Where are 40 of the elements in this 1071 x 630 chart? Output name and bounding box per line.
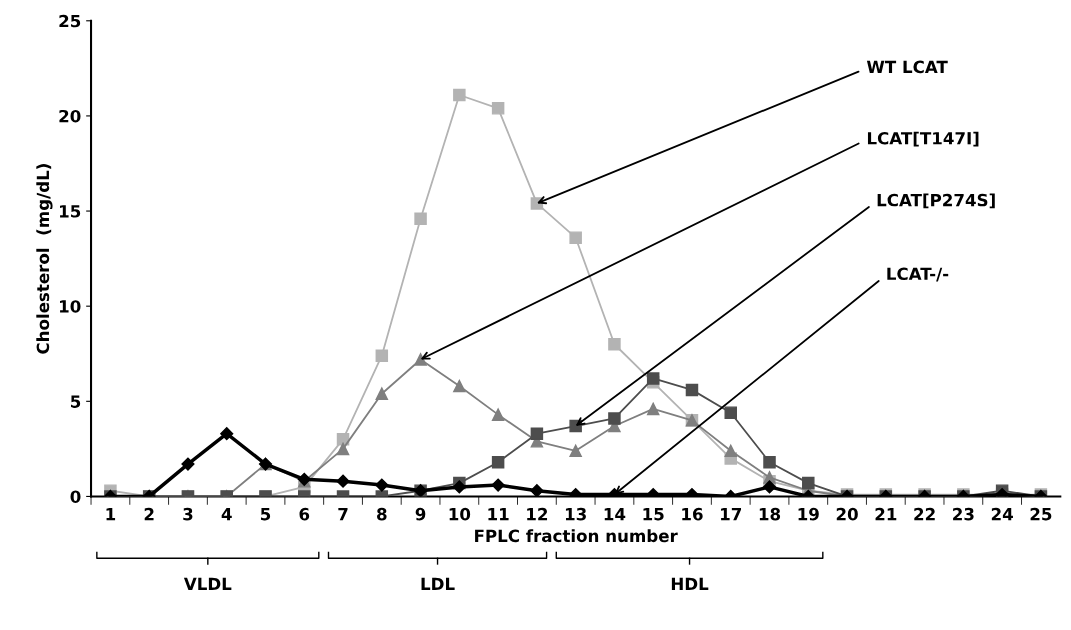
x-tick-label: 25: [1030, 507, 1052, 521]
y-tick-label: 15: [60, 205, 81, 218]
annotation: WT LCAT: [866, 60, 948, 74]
x-tick-label: 8: [377, 507, 387, 521]
x-tick-label: 22: [914, 507, 935, 521]
y-tick-label: 25: [59, 14, 81, 28]
x-tick-label: 16: [682, 507, 703, 521]
x-tick-label: 21: [875, 507, 897, 521]
x-tick-label: 3: [183, 507, 193, 521]
x-tick-label: 17: [721, 508, 742, 521]
x-tick-label: 11: [488, 508, 509, 521]
x-tick-label: 24: [991, 507, 1013, 521]
annotation: LCAT[P274S]: [877, 193, 995, 209]
x-tick-label: 10: [449, 507, 471, 521]
x-tick-label: 1: [106, 508, 116, 521]
x-tick-label: 7: [338, 508, 348, 521]
text: LDL: [421, 577, 455, 590]
text: HDL: [671, 577, 709, 590]
x-tick-label: 19: [798, 507, 819, 521]
x-tick-label: 6: [299, 507, 310, 521]
x-tick-label: 4: [221, 508, 232, 521]
x-tick-label: 14: [604, 508, 626, 521]
x-tick-label: 5: [260, 508, 271, 521]
x-axis-title: FPLC fraction number: [475, 529, 678, 543]
x-tick-label: 9: [415, 507, 426, 521]
annotation: LCAT-/-: [887, 267, 949, 282]
y-tick-label: 20: [59, 109, 81, 123]
x-tick-label: 15: [643, 508, 664, 521]
x-tick-label: 2: [144, 507, 154, 521]
x-tick-label: 20: [836, 507, 858, 521]
text: VLDL: [183, 577, 232, 590]
y-tick-label: 10: [60, 300, 81, 313]
annotation: LCAT[T147I]: [867, 131, 979, 147]
y-tick-label: 5: [71, 395, 81, 408]
x-tick-label: 12: [527, 507, 548, 521]
x-tick-label: 18: [759, 507, 781, 521]
y-axis-title: Cholesterol (mg/dL): [36, 164, 53, 354]
x-tick-label: 13: [565, 507, 586, 521]
x-tick-label: 23: [953, 507, 974, 521]
y-tick-label: 0: [70, 490, 81, 504]
